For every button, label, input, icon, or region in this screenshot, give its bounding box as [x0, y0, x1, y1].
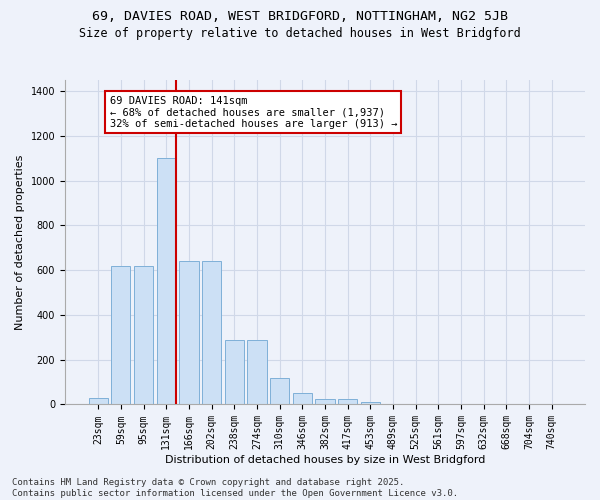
Text: Size of property relative to detached houses in West Bridgford: Size of property relative to detached ho… — [79, 28, 521, 40]
Bar — [224, 340, 244, 404]
Bar — [247, 340, 266, 404]
Bar — [111, 266, 130, 404]
Bar — [338, 399, 357, 404]
Bar — [157, 158, 176, 404]
Bar — [293, 394, 312, 404]
X-axis label: Distribution of detached houses by size in West Bridgford: Distribution of detached houses by size … — [165, 455, 485, 465]
Text: Contains HM Land Registry data © Crown copyright and database right 2025.
Contai: Contains HM Land Registry data © Crown c… — [12, 478, 458, 498]
Bar — [361, 402, 380, 404]
Bar — [202, 262, 221, 404]
Bar — [316, 399, 335, 404]
Text: 69, DAVIES ROAD, WEST BRIDGFORD, NOTTINGHAM, NG2 5JB: 69, DAVIES ROAD, WEST BRIDGFORD, NOTTING… — [92, 10, 508, 23]
Text: 69 DAVIES ROAD: 141sqm
← 68% of detached houses are smaller (1,937)
32% of semi-: 69 DAVIES ROAD: 141sqm ← 68% of detached… — [110, 96, 397, 129]
Bar — [179, 262, 199, 404]
Bar — [89, 398, 108, 404]
Y-axis label: Number of detached properties: Number of detached properties — [15, 154, 25, 330]
Bar — [134, 266, 153, 404]
Bar — [270, 378, 289, 404]
